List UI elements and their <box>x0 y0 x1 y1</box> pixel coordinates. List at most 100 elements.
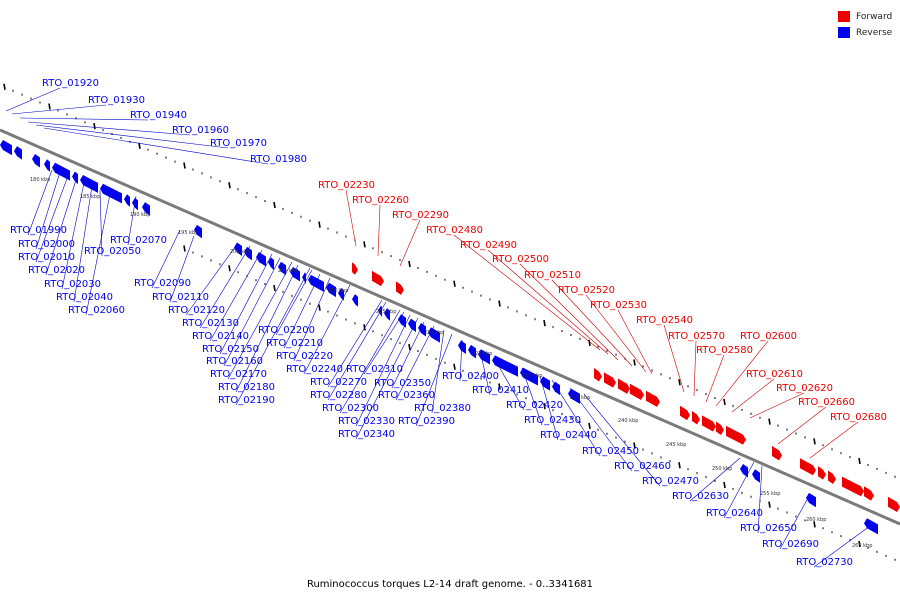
scale-label: 265 kbp <box>852 543 872 549</box>
leader-line-reverse <box>813 525 871 568</box>
outer-tick <box>408 260 411 268</box>
leader-line-reverse <box>327 301 387 401</box>
outer-tick <box>318 221 321 228</box>
outer-tick <box>363 241 366 248</box>
leader-line-forward <box>519 263 619 361</box>
gene-label-reverse: RTO_02300 <box>322 403 379 414</box>
outer-tick <box>858 457 861 465</box>
inner-tick <box>633 442 636 449</box>
gene-label-reverse: RTO_02130 <box>182 318 239 329</box>
gene-label-forward: RTO_02510 <box>524 270 581 281</box>
scale-label: 245 kbp <box>666 442 686 448</box>
forward-gene <box>800 458 816 476</box>
forward-gene <box>818 466 826 480</box>
gene-label-reverse: RTO_02220 <box>276 351 333 362</box>
scale-label: 180 kbp <box>30 177 50 183</box>
leader-line-reverse <box>227 261 293 380</box>
scale-label: 255 kbp <box>760 491 780 497</box>
reverse-gene <box>234 242 242 256</box>
gene-label-reverse: RTO_02120 <box>168 305 225 316</box>
gene-label-reverse: RTO_02190 <box>218 395 275 406</box>
leader-line-reverse <box>303 284 351 375</box>
reverse-gene <box>326 282 336 298</box>
gene-label-reverse: RTO_02050 <box>84 246 141 257</box>
reverse-gene <box>740 463 748 478</box>
gene-label-reverse: RTO_02020 <box>28 265 85 276</box>
leader-line-forward <box>749 392 805 419</box>
gene-label-reverse: RTO_01970 <box>210 138 267 149</box>
gene-blocks <box>0 140 900 535</box>
leader-line-reverse <box>185 242 239 316</box>
reverse-gene <box>308 274 324 292</box>
scale-label: 235 kbp <box>570 395 590 401</box>
leader-line-reverse <box>151 229 181 289</box>
reverse-gene <box>468 344 476 359</box>
gene-label-forward: RTO_02260 <box>352 195 409 206</box>
reverse-gene <box>124 194 130 207</box>
scale-labels: 180 kbp 185 kbp 190 kbp 195 kbp 200 kbp 205 k… <box>30 177 872 549</box>
inner-tick <box>228 265 231 272</box>
legend-forward: Forward <box>838 9 892 24</box>
leader-line-forward <box>693 340 697 397</box>
leader-lines <box>5 87 871 568</box>
inner-tick <box>363 324 366 331</box>
gene-label-reverse: RTO_02090 <box>134 278 191 289</box>
leader-line-reverse <box>99 189 103 257</box>
inner-tick <box>453 363 456 370</box>
inner-tick <box>813 521 816 528</box>
gene-label-reverse: RTO_02410 <box>472 385 529 396</box>
reverse-gene <box>552 381 560 396</box>
gene-label-forward: RTO_02660 <box>798 397 855 408</box>
gene-label-reverse: RTO_01980 <box>250 154 307 165</box>
reverse-gene <box>244 246 252 261</box>
leader-line-reverse <box>415 333 453 427</box>
forward-gene <box>772 445 782 461</box>
forward-gene <box>630 383 644 400</box>
outer-tick <box>138 142 141 149</box>
reverse-gene <box>194 224 202 239</box>
gene-label-reverse: RTO_02430 <box>524 415 581 426</box>
inner-tick <box>858 540 861 548</box>
gene-label-reverse: RTO_02200 <box>258 325 315 336</box>
gene-label-reverse: RTO_02060 <box>68 305 125 316</box>
leader-line-reverse <box>35 124 229 149</box>
leader-line-reverse <box>235 264 299 393</box>
reverse-gene <box>568 388 580 404</box>
gene-label-forward: RTO_02610 <box>746 369 803 380</box>
reverse-gene <box>302 272 306 284</box>
leader-line-reverse <box>219 253 273 355</box>
gene-label-reverse: RTO_02440 <box>540 430 597 441</box>
gene-label-reverse: RTO_02160 <box>206 356 263 367</box>
outer-tick <box>453 280 456 287</box>
forward-gene <box>828 470 836 484</box>
leader-line-reverse <box>779 497 809 550</box>
leader-line-reverse <box>339 309 401 414</box>
reverse-gene <box>864 518 878 535</box>
leader-line-reverse <box>27 121 191 136</box>
inner-tick <box>183 245 186 252</box>
leader-line-reverse <box>363 311 405 375</box>
gene-label-reverse: RTO_02000 <box>18 239 75 250</box>
inner-tick <box>723 481 726 489</box>
reverse-gene <box>478 349 490 365</box>
gene-label-reverse: RTO_01920 <box>42 78 99 89</box>
leader-line-forward <box>551 279 633 367</box>
leader-line-reverse <box>569 387 633 472</box>
legend-reverse-label: Reverse <box>856 27 893 38</box>
scale-label: 215 kbp <box>376 309 396 315</box>
gene-label-reverse: RTO_01990 <box>10 225 67 236</box>
gene-labels: RTO_01920 RTO_01930 RTO_01940 RTO_01960 RTO_… <box>10 78 887 568</box>
reverse-gene <box>752 469 760 483</box>
reverse-gene <box>256 252 266 267</box>
inner-tick <box>408 343 411 351</box>
gene-label-reverse: RTO_02390 <box>398 416 455 427</box>
gene-label-reverse: RTO_02030 <box>44 279 101 290</box>
gene-label-forward: RTO_02620 <box>776 383 833 394</box>
forward-gene <box>680 405 690 421</box>
scale-label: 250 kbp <box>712 466 732 472</box>
inner-tick <box>543 403 546 410</box>
gene-label-reverse: RTO_02210 <box>266 338 323 349</box>
inner-tick <box>273 284 276 292</box>
reverse-gene <box>142 202 150 216</box>
gene-label-reverse: RTO_02070 <box>110 235 167 246</box>
